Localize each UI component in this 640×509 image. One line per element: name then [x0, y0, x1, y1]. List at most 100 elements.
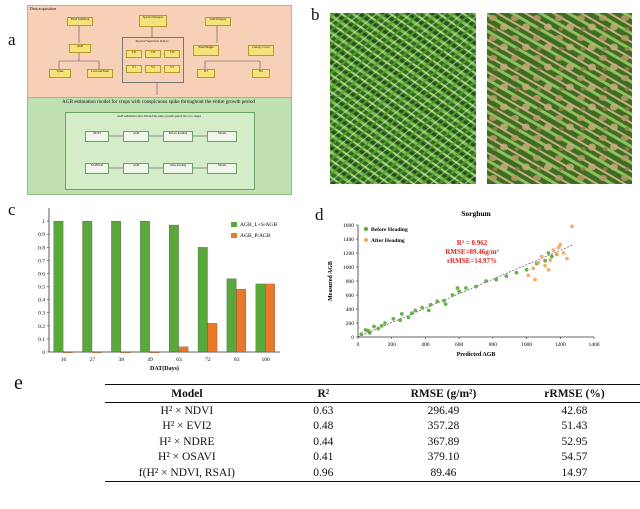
cell-rmse: 367.89: [427, 435, 460, 448]
x-tick-label: 1400: [589, 342, 600, 348]
legend-label-0: AGB_L+S/AGB: [240, 222, 277, 228]
y-tick-label: 0.2: [38, 324, 45, 330]
bar-leaf-stem-83: [226, 278, 237, 353]
point-before-heading: [463, 286, 468, 290]
table-row: H² × NDRE 0.44 367.89 52.95: [105, 434, 640, 450]
header-rmse: RMSE (g/m²): [377, 384, 509, 403]
bar-spike-38: [120, 351, 131, 353]
y-tick-label: 0.6: [38, 271, 45, 277]
y-tick-label: 0: [351, 335, 354, 341]
cell-r2: 0.48: [313, 420, 334, 433]
point-before-heading: [546, 251, 551, 255]
x-tick-label: 72: [205, 357, 211, 363]
canopy-photo-after-heading: [487, 13, 632, 184]
y-tick-label: 0.9: [38, 232, 45, 238]
table-row: H² × EVI2 0.48 357.28 51.43: [105, 419, 640, 435]
bar-leaf-stem-72: [197, 247, 208, 353]
uav-rgb-box: UAV Imagery: [205, 17, 231, 26]
canopy-cover-box: Canopy Cover: [248, 45, 274, 56]
bar-leaf-stem-27: [82, 220, 93, 353]
legend-label-0: Before Heading: [371, 227, 408, 233]
leaf-stem-box: Leaf and Stem: [87, 69, 113, 78]
x-tick-label: 0: [357, 342, 360, 348]
spectral-imagery-box: Spectral Imagery: [139, 15, 167, 27]
two-stage-group: [65, 112, 255, 190]
table-header-row: Model R² RMSE (g/m²) rRMSE (%): [105, 384, 640, 403]
y-tick-label: 1200: [343, 251, 354, 257]
cell-model: H² × NDRE: [159, 435, 215, 448]
stat-label-0: R² = 0.962: [457, 239, 488, 247]
point-after-heading: [561, 251, 566, 255]
y-tick-label: 0.4: [38, 298, 45, 304]
x-tick-label: 200: [388, 342, 397, 348]
y-tick-label: 1: [42, 219, 45, 225]
point-after-heading: [548, 258, 553, 262]
cell-rrmse: 42.68: [561, 404, 588, 417]
x-tick-label: 1200: [555, 342, 566, 348]
x-tick-label: 27: [90, 357, 96, 363]
point-before-heading: [474, 284, 478, 289]
cell-model: H² × EVI2: [162, 420, 212, 433]
rsai-box: SAI/RSAI: [85, 163, 109, 174]
model-connectors: [107, 135, 207, 169]
x-tick-label: 600: [455, 342, 464, 348]
model-accuracy-table: Model R² RMSE (g/m²) rRMSE (%) H² × NDVI…: [105, 384, 640, 482]
cell-r2: 0.44: [313, 435, 334, 448]
y-tick-label: 800: [346, 279, 355, 285]
table-row: f(H² × NDVI, RSAI) 0.96 89.46 14.97: [105, 465, 640, 482]
point-before-heading: [443, 302, 448, 306]
y-tick-label: 200: [346, 321, 355, 327]
agb-after-box: AGB: [123, 163, 149, 174]
point-before-heading: [543, 258, 548, 263]
point-after-heading: [565, 256, 569, 261]
point-before-heading: [484, 279, 489, 283]
point-after-heading: [551, 248, 556, 253]
vegetation-indices-title: Spectral Vegetation Indices: [135, 39, 169, 43]
model-after-box: Model: [207, 163, 237, 174]
point-before-heading: [391, 316, 396, 321]
point-after-heading: [546, 267, 551, 272]
x-tick-label: 38: [118, 357, 124, 363]
bar-spike-63: [178, 346, 189, 353]
point-after-heading: [526, 273, 531, 278]
header-rrmse: rRMSE (%): [508, 384, 640, 403]
legend-marker-0: [364, 227, 368, 231]
x-tick-label: 1000: [521, 342, 532, 348]
bar-spike-27: [91, 351, 102, 353]
cell-model: H² × NDVI: [160, 404, 214, 417]
point-before-heading: [494, 277, 499, 282]
y-axis-title: Measured AGB: [328, 261, 334, 301]
y-tick-label: 0.3: [38, 311, 45, 317]
point-before-heading: [504, 274, 509, 278]
cell-rmse: 89.46: [377, 465, 509, 482]
legend-marker-1: [364, 238, 368, 242]
fit-line: [357, 244, 574, 338]
point-after-heading: [555, 252, 559, 257]
y-tick-label: 1600: [343, 223, 354, 229]
legend-label-1: AGB_P/AGB: [240, 233, 271, 239]
flowchart-connectors: [58, 25, 261, 95]
panel-letter-b: b: [311, 5, 320, 24]
point-before-heading: [428, 302, 433, 307]
bar-spike-100: [265, 283, 275, 353]
point-after-heading: [558, 242, 563, 247]
point-before-heading: [420, 305, 424, 310]
bar-leaf-stem-16: [53, 220, 64, 353]
stat-label-1: RMSE=89.46g/m²: [445, 248, 498, 256]
x-tick-label: 49: [147, 357, 153, 363]
x-tick-label: 16: [61, 357, 67, 363]
spike-box: Spike: [49, 69, 71, 78]
cell-model: f(H² × NDVI, RSAI): [105, 465, 269, 482]
agb-model-title: AGB estimation model for crops with cons…: [61, 99, 256, 105]
point-before-heading: [399, 312, 404, 316]
h2-box: H2: [252, 69, 270, 78]
point-after-heading: [539, 254, 544, 259]
point-before-heading: [426, 308, 431, 313]
plant-height-box: Plant Height: [193, 45, 219, 56]
y-tick-label: 0.8: [38, 245, 45, 251]
panel-letter-e: e: [14, 372, 23, 394]
panel-letter-c: c: [8, 200, 16, 219]
model-before-box: Model: [207, 131, 237, 142]
legend-swatch-0: [231, 222, 237, 227]
bar-spike-16: [63, 351, 73, 353]
